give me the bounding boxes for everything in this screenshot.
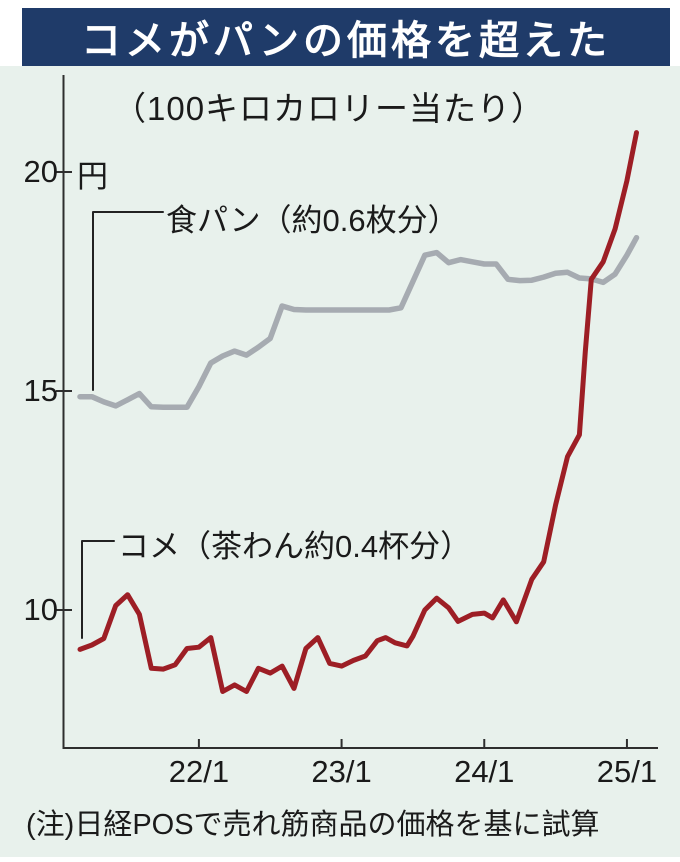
x-tick-label: 25/1 bbox=[596, 754, 658, 789]
chart-subtitle: （100キロカロリー当たり） bbox=[113, 90, 546, 127]
y-axis-unit-label: 円 bbox=[77, 159, 108, 194]
y-tick-label: 10 bbox=[23, 592, 58, 627]
x-tick-label: 22/1 bbox=[168, 754, 230, 789]
page-title: コメがパンの価格を超えた bbox=[81, 19, 611, 63]
bread-callout-line bbox=[92, 211, 164, 391]
x-tick-label: 23/1 bbox=[311, 754, 372, 789]
y-tick-label: 20 bbox=[23, 154, 58, 189]
x-tick-label: 24/1 bbox=[454, 754, 515, 789]
bread-series-label: 食パン（約0.6枚分） bbox=[166, 203, 459, 238]
rice-line bbox=[77, 130, 639, 694]
y-tick-label: 15 bbox=[23, 373, 58, 408]
rice-series-label: コメ（茶わん約0.4杯分） bbox=[118, 529, 472, 564]
bread-line bbox=[77, 234, 640, 410]
footnote: (注)日経POSで売れ筋商品の価格を基に試算 bbox=[26, 809, 600, 841]
title-bar: コメがパンの価格を超えた bbox=[22, 8, 670, 66]
rice-callout-line bbox=[81, 540, 115, 639]
